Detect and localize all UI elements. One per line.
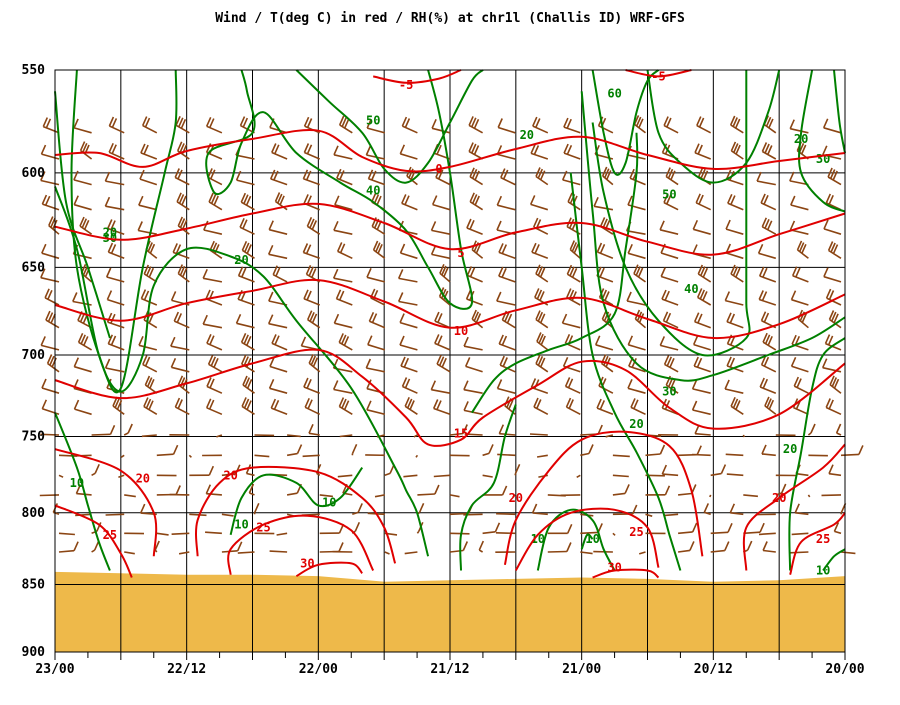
wind-barb xyxy=(790,552,809,553)
rh-contour-label-4: 50 xyxy=(366,114,380,128)
rh-contour-label-15: 10 xyxy=(234,518,248,532)
wind-barb xyxy=(822,495,842,496)
temp-contour-label-2: -5 xyxy=(651,69,665,83)
y-tick-label-900: 900 xyxy=(22,645,46,660)
rh-contour-label-7: 50 xyxy=(662,187,676,201)
x-tick-label-4: 21/00 xyxy=(562,662,601,677)
rh-contour-label-12: 20 xyxy=(794,132,808,146)
wind-barb xyxy=(808,495,809,497)
wind-barb xyxy=(303,455,320,456)
wind-barb xyxy=(270,551,288,552)
rh-contour-label-8: 40 xyxy=(684,282,698,296)
rh-contour-label-11: 20 xyxy=(783,442,797,456)
temp-contour-label-5: 15 xyxy=(454,426,468,440)
wind-barb xyxy=(40,495,59,496)
rh-contour-label-16: 10 xyxy=(322,495,336,509)
x-tick-label-6: 20/00 xyxy=(825,662,864,677)
x-tick-label-3: 21/12 xyxy=(430,662,469,677)
temp-contour-label-1: -5 xyxy=(399,78,413,92)
wind-barb xyxy=(613,455,630,456)
wind-barb xyxy=(726,454,744,455)
rh-contour-label-3: 40 xyxy=(366,183,380,197)
rh-contour-label-6: 60 xyxy=(607,86,621,100)
rh-contour-label-18: 10 xyxy=(816,564,830,578)
x-tick-label-0: 23/00 xyxy=(35,662,74,677)
wind-barb xyxy=(238,552,255,553)
wind-barb xyxy=(106,514,125,515)
x-tick-label-1: 22/12 xyxy=(167,662,206,677)
temp-contour-label-11: 25 xyxy=(256,521,270,535)
wind-barb xyxy=(743,435,744,437)
temp-contour-label-15: 30 xyxy=(607,561,621,575)
wind-barb xyxy=(450,533,470,534)
rh-contour-label-10: 20 xyxy=(629,417,643,431)
x-tick-label-2: 22/00 xyxy=(299,662,338,677)
y-tick-label-850: 850 xyxy=(22,577,46,592)
y-tick-label-550: 550 xyxy=(22,63,46,78)
wind-barb xyxy=(205,532,222,533)
wind-barb xyxy=(497,454,515,455)
temp-contour-label-8: 20 xyxy=(509,491,523,505)
chart-title: Wind / T(deg C) in red / RH(%) at chr1l … xyxy=(215,11,685,26)
wind-barb xyxy=(189,514,206,515)
wind-barb xyxy=(792,533,809,534)
temp-contour-label-7: 20 xyxy=(223,468,237,482)
wind-barb xyxy=(710,495,711,497)
rh-contour-label-9: 30 xyxy=(662,385,676,399)
temp-contour-label-3: 5 xyxy=(457,246,464,260)
temp-contour-label-14: 30 xyxy=(300,556,314,570)
wind-barb xyxy=(496,514,515,515)
wind-barb xyxy=(530,434,548,435)
rh-contour-label-5: 20 xyxy=(520,128,534,142)
temp-contour-label-12: 25 xyxy=(629,525,643,539)
y-tick-label-800: 800 xyxy=(22,506,46,521)
wind-barb xyxy=(172,533,190,534)
y-tick-label-750: 750 xyxy=(22,430,46,445)
temp-contour-label-9: 20 xyxy=(772,491,786,505)
temp-contour-label-4: 10 xyxy=(454,324,468,338)
rh-contour-label-14: 10 xyxy=(70,476,84,490)
rh-contour-label-19: 10 xyxy=(585,532,599,546)
y-tick-label-700: 700 xyxy=(22,348,46,363)
wind-barb xyxy=(759,533,776,534)
temp-contour-label-10: 25 xyxy=(103,528,117,542)
wind-barb xyxy=(692,455,711,456)
x-tick-label-5: 20/12 xyxy=(694,662,733,677)
rh-contour-label-2: 20 xyxy=(234,253,248,267)
temp-contour-label-6: 20 xyxy=(136,471,150,485)
y-tick-label-650: 650 xyxy=(22,260,46,275)
temp-contour-label-0: 0 xyxy=(435,162,442,176)
temp-contour-label-13: 25 xyxy=(816,532,830,546)
y-tick-label-600: 600 xyxy=(22,166,46,181)
